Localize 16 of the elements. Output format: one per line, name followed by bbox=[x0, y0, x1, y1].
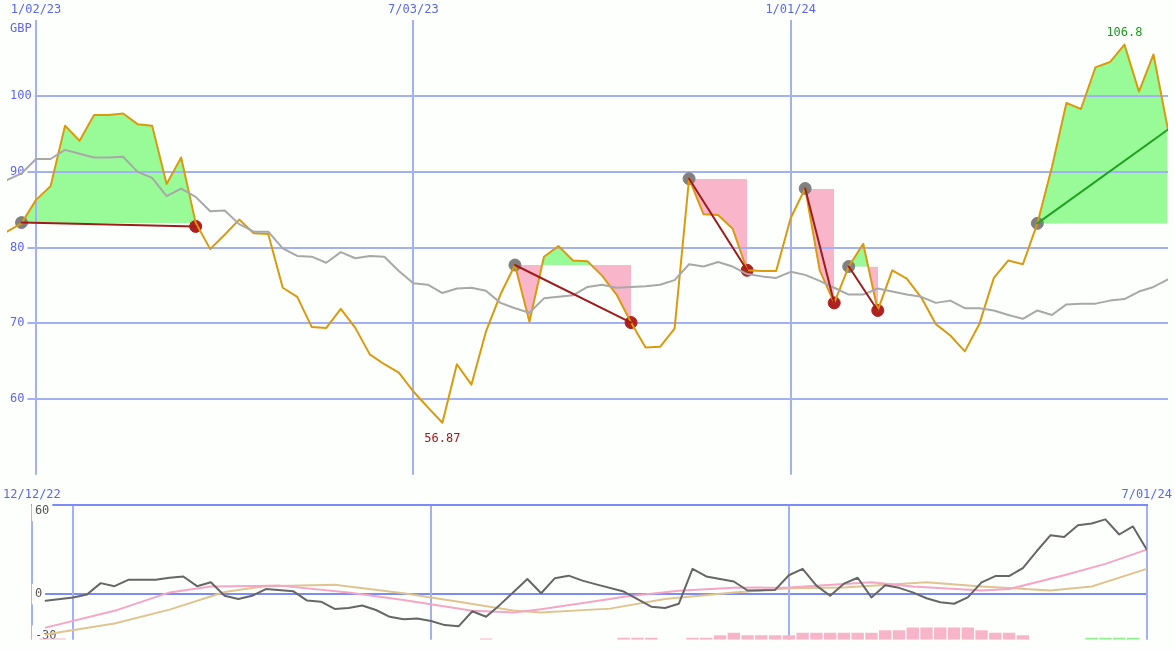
y-tick-label: 100 bbox=[10, 88, 32, 103]
y-tick-label: 60 bbox=[10, 391, 25, 406]
y-tick-label: 90 bbox=[10, 163, 25, 178]
bar bbox=[892, 630, 906, 640]
x-tick-label: 1/02/23 bbox=[10, 2, 62, 17]
y-tick-label: 70 bbox=[10, 315, 25, 330]
y-tick-label: 0 bbox=[34, 586, 43, 601]
y-tick-label: 60 bbox=[34, 503, 50, 518]
y-axis-title: GBP bbox=[10, 20, 32, 35]
y-tick-label: 80 bbox=[10, 239, 25, 254]
annotation: 56.87 bbox=[424, 430, 461, 445]
annotation: 106.8 bbox=[1106, 24, 1143, 39]
x-tick-label: 7/03/23 bbox=[388, 2, 439, 17]
x-tick-label: 12/12/22 bbox=[3, 487, 61, 502]
x-tick-label: 7/01/24 bbox=[1121, 487, 1172, 502]
x-tick-label: 1/01/24 bbox=[765, 2, 816, 17]
